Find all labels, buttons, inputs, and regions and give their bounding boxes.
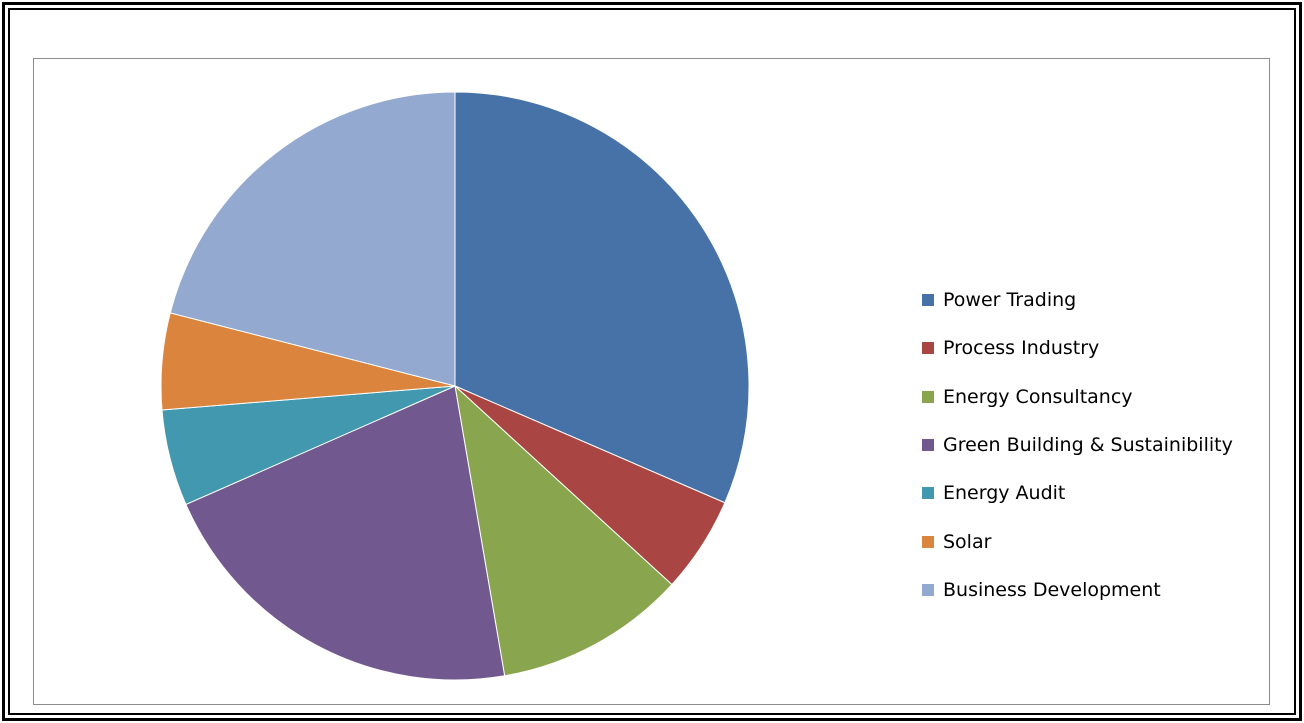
legend-label: Green Building & Sustainibility — [943, 434, 1233, 457]
pie-slices — [160, 91, 750, 681]
pie-slice-energy-consultancy — [454, 384, 673, 677]
legend-swatch — [922, 583, 934, 596]
legend-item: Energy Consultancy — [922, 373, 1233, 421]
legend-label: Energy Audit — [943, 482, 1066, 505]
legend-item: Energy Audit — [922, 469, 1233, 517]
legend: Power Trading Process Industry Energy Cons… — [922, 276, 1233, 614]
legend-swatch — [922, 342, 934, 355]
pie-slice-business-development — [169, 91, 456, 387]
legend-label: Solar — [943, 530, 992, 553]
legend-item: Power Trading — [922, 276, 1233, 324]
legend-label: Energy Consultancy — [943, 385, 1133, 408]
legend-swatch — [922, 390, 934, 403]
legend-item: Green Building & Sustainibility — [922, 421, 1233, 469]
legend-swatch — [922, 487, 934, 500]
pie-slice-power-trading — [454, 91, 750, 504]
legend-label: Power Trading — [943, 289, 1077, 312]
legend-item: Business Development — [922, 566, 1233, 614]
legend-label: Business Development — [943, 578, 1161, 601]
inner-frame — [8, 8, 1296, 715]
pie-plot — [160, 91, 750, 681]
legend-item: Solar — [922, 517, 1233, 565]
legend-swatch — [922, 439, 934, 452]
pie-chart: Power Trading Process Industry Energy Cons… — [33, 58, 1270, 705]
legend-swatch — [922, 535, 934, 548]
legend-item: Process Industry — [922, 324, 1233, 372]
pie-slice-green-building-sustainibility — [185, 385, 506, 681]
legend-swatch — [922, 294, 934, 307]
legend-label: Process Industry — [943, 337, 1100, 360]
